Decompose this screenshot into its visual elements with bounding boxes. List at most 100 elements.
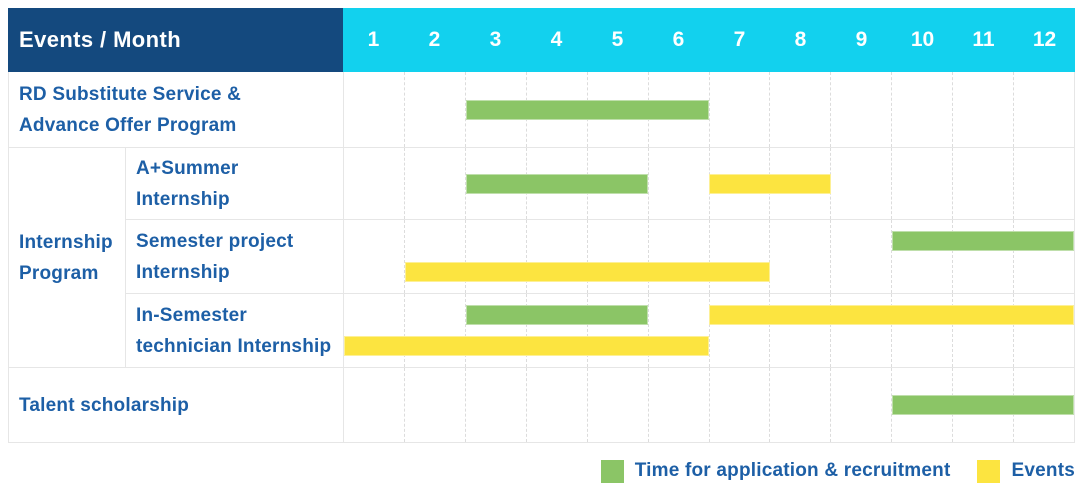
legend-item-time-for-application-recruitment: Time for application & recruitment [600, 459, 951, 483]
month-gridline [464, 294, 526, 367]
month-gridline [830, 220, 891, 293]
month-gridline [891, 294, 952, 367]
month-gridline [769, 220, 830, 293]
bar-lines [344, 374, 1074, 436]
label-line: Internship [136, 188, 230, 210]
month-gridline [708, 72, 770, 147]
month-gridline [769, 294, 830, 367]
month-header-6: 6 [672, 28, 685, 51]
bar-lines [344, 154, 1074, 213]
label-line: Advance Offer Program [19, 114, 237, 136]
month-gridline [952, 294, 1013, 367]
month-gridline [891, 148, 952, 219]
application-recruitment-bar [891, 395, 1074, 415]
month-gridline [464, 220, 526, 293]
timeline-cell [344, 148, 1074, 219]
label-line: A+Summer [136, 157, 239, 179]
month-header-3: 3 [489, 28, 502, 51]
table-header-row: Events / Month 1 2 3 4 5 6 7 8 9 10 11 12 [8, 8, 1075, 72]
month-header-11: 11 [972, 28, 995, 51]
month-gridline [1013, 72, 1074, 147]
month-gridline [830, 368, 891, 442]
month-gridline [403, 72, 465, 147]
month-gridline [403, 368, 465, 442]
bar-line [344, 226, 1074, 257]
group-internship-program: Internship Program A+Summer Internship Semes… [9, 148, 1074, 368]
event-bar [344, 335, 709, 356]
timeline-cell [344, 294, 1074, 367]
month-gridline [647, 220, 709, 293]
month-header-12: 12 [1032, 28, 1057, 51]
month-gridline [830, 72, 891, 147]
bar-line [344, 257, 1074, 288]
month-gridline [647, 368, 709, 442]
group-label-internship-program: Internship Program [9, 148, 126, 367]
event-bar [709, 173, 831, 194]
month-header-2: 2 [428, 28, 441, 51]
label-line: technician Internship [136, 335, 332, 357]
events-month-table: Events / Month 1 2 3 4 5 6 7 8 9 10 11 12 RD Substi… [8, 8, 1075, 443]
row-talent-scholarship: Talent scholarship [9, 368, 1074, 443]
row-in-semester-technician-internship: In-Semester technician Internship [126, 294, 1074, 367]
bar-line [344, 78, 1074, 141]
month-grid [344, 294, 1074, 367]
row-rd-substitute-service-advance-offer-program: RD Substitute Service & Advance Offer Pro… [9, 72, 1074, 148]
month-gridline [769, 368, 830, 442]
label-line: Program [19, 262, 99, 284]
label-line: Talent scholarship [19, 394, 190, 416]
group-rows-internship-program: A+Summer Internship Semester project Intern… [126, 148, 1074, 367]
event-bar [404, 261, 770, 282]
row-semester-project-internship: Semester project Internship [126, 220, 1074, 294]
legend: Time for application & recruitment Events [600, 457, 1075, 485]
timeline-cell [344, 220, 1074, 293]
bar-line [344, 300, 1074, 331]
month-gridline [403, 294, 465, 367]
application-recruitment-bar [465, 173, 649, 194]
application-recruitment-bar [465, 99, 709, 120]
month-gridline [830, 148, 891, 219]
month-header-4: 4 [550, 28, 563, 51]
label-line: In-Semester [136, 304, 247, 326]
month-gridline [891, 72, 952, 147]
row-label-a-summer-internship: A+Summer Internship [126, 148, 344, 219]
bar-line [344, 374, 1074, 436]
row-label-semester-project-internship: Semester project Internship [126, 220, 344, 293]
month-gridline [708, 294, 770, 367]
label-line: Internship [136, 261, 230, 283]
timeline-cell [344, 72, 1074, 147]
application-recruitment-bar [465, 305, 649, 326]
month-header-10: 10 [910, 28, 935, 51]
month-gridline [708, 220, 770, 293]
month-header-7: 7 [733, 28, 746, 51]
month-gridline [525, 220, 587, 293]
bar-line [344, 331, 1074, 362]
month-gridline [586, 220, 648, 293]
month-gridline [403, 220, 465, 293]
bar-lines [344, 300, 1074, 361]
month-gridline [464, 368, 526, 442]
month-gridline [952, 220, 1013, 293]
month-gridline [525, 294, 587, 367]
month-gridline [464, 148, 526, 219]
timeline-cell [344, 368, 1074, 442]
month-gridline [1013, 294, 1074, 367]
month-header-5: 5 [611, 28, 624, 51]
month-header-9: 9 [855, 28, 868, 51]
label-line: Internship [19, 231, 113, 253]
month-grid [344, 220, 1074, 293]
legend-label: Events [1011, 460, 1075, 481]
row-label-talent-scholarship: Talent scholarship [9, 368, 344, 442]
application-swatch-icon [600, 459, 624, 483]
month-gridline [952, 148, 1013, 219]
bar-line [344, 154, 1074, 213]
month-gridline [586, 294, 648, 367]
month-header-1: 1 [367, 28, 380, 51]
bar-lines [344, 226, 1074, 287]
legend-item-events: Events [977, 459, 1075, 483]
label-line: Semester project [136, 230, 294, 252]
month-header-8: 8 [794, 28, 807, 51]
table-body: RD Substitute Service & Advance Offer Pro… [8, 72, 1075, 443]
month-gridline [708, 368, 770, 442]
month-gridline [525, 368, 587, 442]
